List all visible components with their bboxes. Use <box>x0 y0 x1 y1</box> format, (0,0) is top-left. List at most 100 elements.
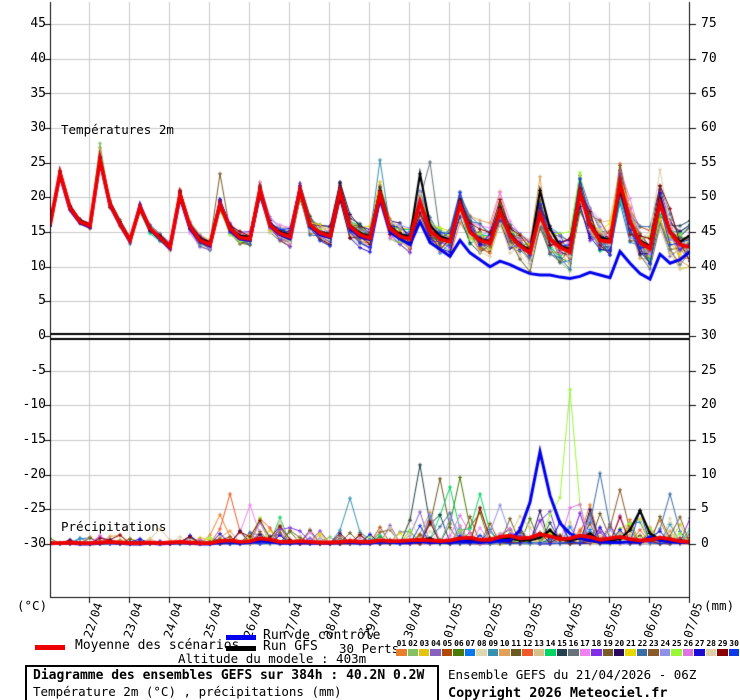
perturbation-number: 15 <box>557 639 567 648</box>
perturbation-number: 10 <box>499 639 510 648</box>
y-axis-label-right: 25 <box>701 362 717 378</box>
perturbation-color-swatch <box>568 649 579 656</box>
y-axis-label-right: 10 <box>701 466 717 482</box>
diagram-title: Diagramme des ensembles GEFS sur 384h : … <box>33 668 425 683</box>
mean-legend-swatch <box>35 645 65 650</box>
diagram-subtitle: Température 2m (°C) , précipitations (mm… <box>33 684 342 699</box>
y-axis-label-left: -25 <box>22 501 46 517</box>
footer-title-box <box>25 665 439 700</box>
perturbation-color-swatch <box>430 649 441 656</box>
perturbation-color-swatch <box>625 649 636 656</box>
perturbation-number: 19 <box>603 639 613 648</box>
perturbation-color-swatch <box>533 649 545 656</box>
perturbation-number: 17 <box>580 639 590 648</box>
perturbation-number: 03 <box>419 639 430 648</box>
perturbation-number: 01 <box>396 639 407 648</box>
y-axis-label-right: 75 <box>701 16 717 32</box>
perturbation-color-swatch <box>464 649 476 656</box>
y-axis-label-left: -10 <box>22 397 46 413</box>
perturbation-color-swatch <box>487 649 499 656</box>
perturbation-number: 28 <box>706 639 716 648</box>
perturbation-color-swatch <box>545 649 556 656</box>
y-axis-label-left: -15 <box>22 431 46 447</box>
perturbation-number: 04 <box>431 639 441 648</box>
y-axis-label-right: 5 <box>701 501 709 517</box>
perturbation-number: 23 <box>648 639 659 648</box>
y-axis-label-left: -20 <box>22 466 46 482</box>
perturbation-number: 18 <box>591 639 602 648</box>
temperature-panel-label: Températures 2m <box>61 122 174 137</box>
perturbation-number: 02 <box>408 639 418 648</box>
left-axis-unit-label: (°C) <box>17 598 48 613</box>
perturbation-color-swatch <box>648 649 659 656</box>
perturbation-color-swatch <box>636 649 648 656</box>
run-info-label: Ensemble GEFS du 21/04/2026 - 06Z <box>448 667 697 682</box>
y-axis-label-right: 15 <box>701 431 717 447</box>
perturbation-number: 20 <box>614 639 625 648</box>
perturbation-number: 09 <box>488 639 499 648</box>
perturbation-number: 05 <box>442 639 453 648</box>
perturbation-number: 27 <box>694 639 705 648</box>
y-axis-label-left: 25 <box>30 154 46 170</box>
perturbation-color-swatch <box>499 649 510 656</box>
y-axis-label-left: 15 <box>30 224 46 240</box>
y-axis-label-left: -30 <box>22 535 46 551</box>
perturbation-color-swatch <box>671 649 682 656</box>
model-altitude-label: Altitude du modele : 403m <box>178 651 367 666</box>
perturbation-color-swatch <box>407 649 418 656</box>
y-axis-label-left: 10 <box>30 258 46 274</box>
perturbation-number: 13 <box>534 639 544 648</box>
perturbation-color-swatch <box>659 649 671 656</box>
perturbation-number: 12 <box>522 639 533 648</box>
precipitation-panel-label: Précipitations <box>61 519 167 534</box>
perturbation-number: 21 <box>626 639 636 648</box>
y-axis-label-left: 40 <box>30 50 46 66</box>
y-axis-label-left: 20 <box>30 189 46 205</box>
y-axis-label-right: 50 <box>701 189 717 205</box>
control-legend-swatch <box>226 635 256 640</box>
y-axis-label-left: -5 <box>30 362 46 378</box>
perturbation-number: 11 <box>511 639 521 648</box>
perturbation-number: 07 <box>465 639 476 648</box>
perturbation-number: 14 <box>545 639 556 648</box>
y-axis-label-right: 20 <box>701 397 717 413</box>
y-axis-label-right: 60 <box>701 120 717 136</box>
perturbation-color-swatch <box>476 649 487 656</box>
y-axis-label-right: 45 <box>701 224 717 240</box>
perturbation-color-swatch <box>418 649 430 656</box>
y-axis-label-right: 70 <box>701 50 717 66</box>
perturbation-number: 30 <box>729 639 739 648</box>
y-axis-label-left: 45 <box>30 16 46 32</box>
perturbation-color-swatch <box>717 649 728 656</box>
y-axis-label-left: 30 <box>30 120 46 136</box>
y-axis-label-right: 65 <box>701 85 717 101</box>
perturbation-number: 29 <box>717 639 728 648</box>
perturbation-color-swatch <box>602 649 613 656</box>
y-axis-label-right: 55 <box>701 154 717 170</box>
perturbation-color-swatch <box>556 649 568 656</box>
y-axis-label-left: 0 <box>38 328 46 343</box>
perturbation-color-swatch <box>613 649 625 656</box>
perturbation-number: 06 <box>454 639 464 648</box>
y-axis-label-right: 30 <box>701 328 717 343</box>
y-axis-label-right: 40 <box>701 258 717 274</box>
mean-legend-label: Moyenne des scénarios <box>75 638 240 653</box>
perturbation-color-swatch <box>694 649 705 656</box>
perturbation-color-swatch <box>453 649 464 656</box>
gfs-legend-label: Run GFS <box>263 639 318 654</box>
perturbation-color-swatch <box>705 649 717 656</box>
perturbation-number: 08 <box>476 639 487 648</box>
y-axis-label-right: 0 <box>701 535 709 551</box>
perturbation-color-swatch <box>728 649 740 656</box>
perturbation-number: 24 <box>660 639 671 648</box>
perturbation-color-swatch <box>591 649 602 656</box>
perturbation-color-swatch <box>522 649 533 656</box>
copyright-label: Copyright 2026 Meteociel.fr <box>448 685 668 700</box>
perturbation-color-swatch <box>510 649 522 656</box>
y-axis-label-right: 35 <box>701 293 717 309</box>
perturbation-color-swatch <box>396 649 407 656</box>
perturbation-color-swatch <box>579 649 590 656</box>
perturbation-number: 22 <box>637 639 648 648</box>
